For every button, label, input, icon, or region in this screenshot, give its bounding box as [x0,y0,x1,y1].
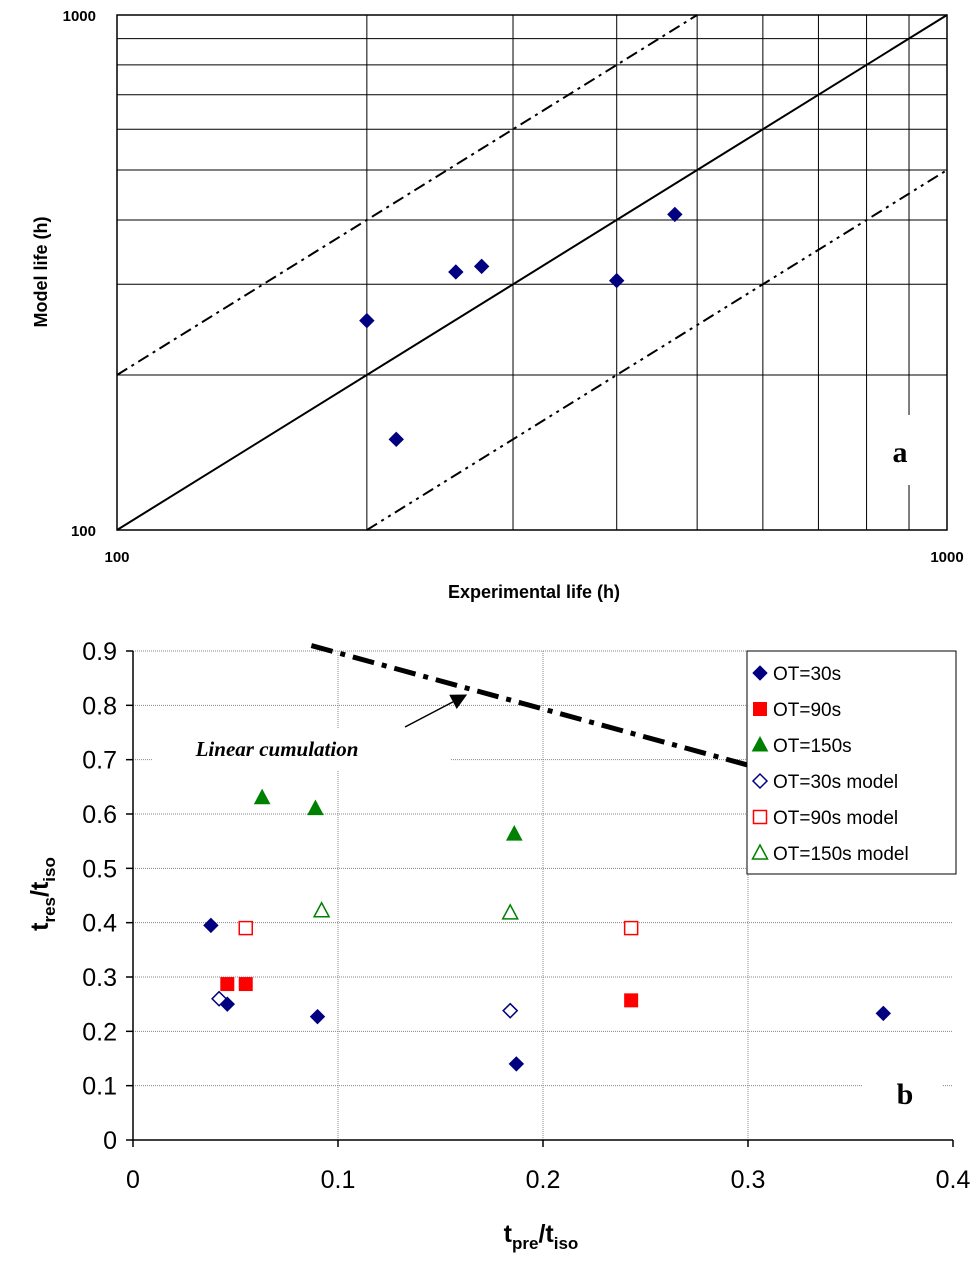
chart-b-y-tick-label: 0.4 [82,910,117,938]
chart-b-y-tick-label: 0.1 [82,1073,117,1101]
chart-a-points [359,206,683,448]
chart-b-y-tick-label: 0.8 [82,692,117,720]
chart-a-frame [116,14,948,531]
chart-b-data-point [203,917,219,934]
chart-b-ylabel: tres/tiso [26,857,59,931]
chart-b-xlabel-sub2: iso [554,1234,579,1253]
chart-b-ylabel-sep: /t [26,881,54,897]
chart-b-data-point [211,990,228,1007]
chart-b-grid [133,650,953,1140]
chart-b-legend-label: OT=150s model [773,844,909,865]
chart-b-legend-box [746,650,957,875]
chart-a-data-point [473,258,490,275]
chart-b-data-point [501,903,519,920]
chart-a-ylabel: Model life (h) [31,217,51,328]
chart-b-ylabel-main: t [26,922,54,931]
chart-a-data-point [388,431,404,448]
chart-a-y-tick-label: 100 [71,523,96,540]
chart-b-points [203,788,892,1072]
chart-b-panel-label: b [897,1078,914,1111]
chart-b-data-point [624,993,639,1008]
chart-b-panel-label-box [862,1064,942,1128]
chart-b-legend-label: OT=150s [773,736,852,757]
chart-a-panel-label: a [893,436,908,469]
chart-b-xlabel-main: t [504,1220,513,1248]
chart-b-y-tick-label: 0.6 [82,801,117,829]
chart-b-data-point [623,920,639,936]
chart-a: 100 1000 100 1000 a Experimental life (h) M… [31,8,964,602]
chart-b-xlabel: tpre/tiso [504,1220,579,1253]
chart-a-reference-lines [116,14,948,531]
chart-b-y-tick-label: 0.7 [82,747,117,775]
chart-b-legend-marker [752,665,768,681]
chart-b-x-tick-label: 0.4 [936,1166,971,1194]
chart-b-legend: OT=30s OT=90s OT=150s OT=30s model OT=90s mo… [746,650,957,875]
chart-b-data-point [502,1002,519,1019]
chart-a-grid [117,15,947,530]
chart-b-data-point [253,788,271,805]
chart-b-annotation-text: Linear cumulation [195,737,359,761]
chart-a-x-tick-label: 100 [104,549,129,566]
chart-b-y-tick-label: 0.9 [82,638,117,666]
chart-b-legend-label: OT=30s model [773,772,898,793]
chart-b-x-tick-label: 0.3 [731,1166,766,1194]
chart-b-data-point [220,977,235,992]
chart-a-reference-line-dash-dot [116,14,698,376]
chart-b-x-tick-label: 0 [126,1166,140,1194]
chart-b-data-point [312,901,331,918]
chart-b-legend-label: OT=30s [773,664,841,685]
chart-b-data-point [238,920,253,936]
chart-b-legend-marker [751,735,769,752]
chart-a-data-point [359,312,375,329]
chart-b-data-point [505,825,523,841]
chart-b-annotation-arrow [404,701,454,728]
chart-b-x-tick-label: 0.2 [526,1166,561,1194]
chart-a-data-point [667,206,683,223]
chart-a-tick-labels: 100 1000 100 1000 [63,8,964,566]
chart-b-ylabel-sub2: iso [40,857,59,882]
chart-a-data-point [448,264,464,280]
chart-a-xlabel: Experimental life (h) [448,582,620,602]
chart-b-data-point [508,1056,525,1072]
chart-a-x-tick-label: 1000 [930,549,963,566]
chart-b: 0 0.1 0.2 0.3 0.4 0.5 0.6 0.7 0.8 0.9 0 0.1 0.2 0.3 0.… [26,638,970,1253]
chart-b-tick-labels: 0 0.1 0.2 0.3 0.4 0.5 0.6 0.7 0.8 0.9 0 0.1 0.2 0.3 0.… [82,638,970,1194]
chart-b-annotation-arrowhead [449,694,468,709]
chart-b-x-tick-label: 0.1 [321,1166,356,1194]
chart-b-legend-marker [751,843,769,860]
chart-b-frame [126,650,954,1147]
chart-b-legend-label: OT=90s model [773,808,898,829]
chart-b-annotation-box [152,728,450,770]
chart-b-ylabel-sub1: res [40,897,59,923]
chart-b-xlabel-sep: /t [538,1220,554,1248]
chart-b-linear-cumulation-line [310,643,749,768]
chart-b-data-point [238,977,253,992]
chart-b-data-point [309,1008,326,1025]
chart-b-y-tick-label: 0.3 [82,964,117,992]
chart-a-reference-line-dash-dot-dot [366,169,948,531]
chart-b-legend-marker [753,702,767,716]
chart-a-y-tick-label: 1000 [63,8,96,25]
chart-b-y-tick-label: 0.5 [82,855,117,883]
chart-b-data-point [875,1005,892,1022]
chart-b-y-tick-label: 0 [103,1127,117,1155]
chart-b-data-point [307,799,324,816]
chart-a-panel-label-box [869,415,941,485]
chart-b-legend-marker [751,772,769,790]
chart-b-legend-label: OT=90s [773,700,841,721]
chart-b-legend-marker [752,809,768,825]
chart-b-y-tick-label: 0.2 [82,1018,117,1046]
chart-a-reference-line-solid [116,14,948,531]
chart-a-plot-border [116,14,948,531]
chart-a-data-point [609,272,625,289]
chart-b-xlabel-sub1: pre [512,1234,538,1253]
